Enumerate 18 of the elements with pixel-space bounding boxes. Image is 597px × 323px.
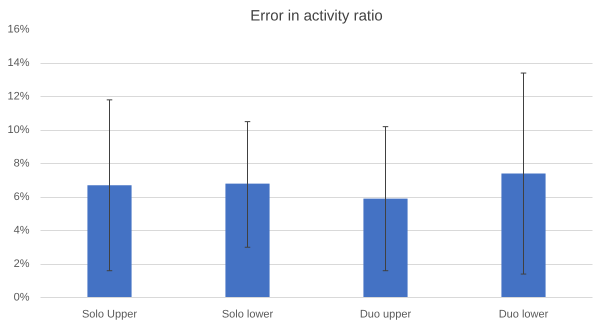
y-tick-label: 0% bbox=[14, 292, 30, 304]
y-tick-label: 4% bbox=[14, 224, 30, 236]
y-tick-label: 10% bbox=[7, 124, 30, 136]
y-tick-label: 16% bbox=[7, 24, 30, 36]
y-tick-label: 2% bbox=[14, 258, 30, 270]
bar bbox=[87, 185, 132, 298]
y-tick-label: 14% bbox=[7, 57, 30, 69]
x-tick-label: Solo Upper bbox=[82, 308, 138, 320]
bar bbox=[363, 198, 408, 298]
x-tick-label: Duo upper bbox=[360, 308, 412, 320]
chart-title: Error in activity ratio bbox=[250, 8, 383, 24]
y-tick-label: 8% bbox=[14, 158, 30, 170]
bar bbox=[225, 184, 270, 298]
x-tick-label: Solo lower bbox=[222, 308, 274, 320]
y-tick-label: 12% bbox=[7, 90, 30, 102]
x-tick-label: Duo lower bbox=[498, 308, 549, 320]
y-tick-label: 6% bbox=[14, 191, 30, 203]
bar bbox=[501, 174, 546, 298]
